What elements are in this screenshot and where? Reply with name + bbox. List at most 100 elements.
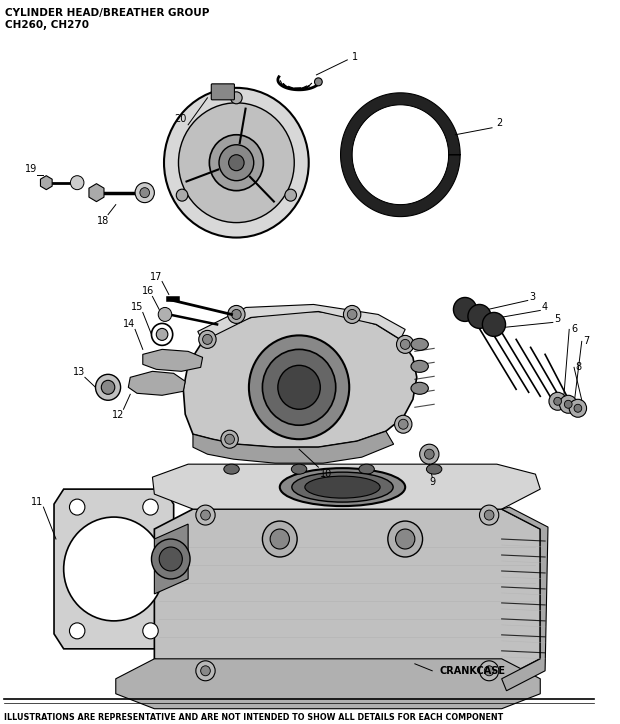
Circle shape bbox=[484, 510, 494, 520]
Polygon shape bbox=[154, 524, 188, 594]
Circle shape bbox=[396, 529, 415, 549]
Polygon shape bbox=[193, 432, 394, 463]
Text: 5: 5 bbox=[554, 314, 560, 324]
Circle shape bbox=[549, 392, 566, 411]
Circle shape bbox=[285, 189, 296, 201]
Circle shape bbox=[196, 661, 215, 681]
Text: 11: 11 bbox=[30, 497, 43, 507]
Circle shape bbox=[249, 335, 349, 439]
Circle shape bbox=[574, 404, 582, 412]
Ellipse shape bbox=[411, 338, 428, 350]
Text: CH260, CH270: CH260, CH270 bbox=[5, 20, 89, 30]
Circle shape bbox=[394, 416, 412, 433]
Polygon shape bbox=[89, 184, 104, 202]
Text: 4: 4 bbox=[542, 303, 548, 313]
Circle shape bbox=[64, 517, 164, 621]
Circle shape bbox=[201, 510, 210, 520]
Ellipse shape bbox=[427, 464, 442, 474]
Ellipse shape bbox=[292, 472, 393, 502]
Circle shape bbox=[158, 308, 172, 321]
Circle shape bbox=[176, 189, 188, 201]
Text: 7: 7 bbox=[583, 337, 590, 346]
Ellipse shape bbox=[280, 468, 405, 506]
Circle shape bbox=[401, 340, 410, 350]
Circle shape bbox=[262, 521, 297, 557]
Circle shape bbox=[140, 188, 149, 198]
Circle shape bbox=[219, 145, 254, 181]
Circle shape bbox=[560, 395, 577, 413]
Circle shape bbox=[569, 399, 587, 417]
Circle shape bbox=[554, 397, 562, 405]
Ellipse shape bbox=[411, 361, 428, 372]
Text: 14: 14 bbox=[123, 319, 135, 329]
Circle shape bbox=[353, 106, 448, 203]
Text: 19: 19 bbox=[25, 164, 37, 174]
Circle shape bbox=[228, 306, 245, 324]
Circle shape bbox=[143, 623, 158, 639]
Circle shape bbox=[210, 135, 264, 190]
Text: 9: 9 bbox=[429, 477, 435, 487]
Circle shape bbox=[270, 529, 290, 549]
Text: 17: 17 bbox=[150, 272, 162, 282]
Circle shape bbox=[482, 313, 505, 337]
Circle shape bbox=[156, 329, 168, 340]
Polygon shape bbox=[184, 311, 417, 447]
Polygon shape bbox=[198, 305, 405, 342]
Text: 1: 1 bbox=[352, 52, 358, 62]
Ellipse shape bbox=[224, 464, 239, 474]
Circle shape bbox=[231, 92, 242, 104]
Circle shape bbox=[159, 547, 182, 571]
Circle shape bbox=[164, 88, 309, 237]
Circle shape bbox=[388, 521, 423, 557]
Circle shape bbox=[203, 334, 212, 345]
Text: 16: 16 bbox=[141, 287, 154, 296]
Circle shape bbox=[484, 666, 494, 675]
Circle shape bbox=[225, 434, 234, 445]
Text: 3: 3 bbox=[529, 292, 536, 303]
Circle shape bbox=[262, 350, 336, 425]
Circle shape bbox=[201, 666, 210, 675]
Ellipse shape bbox=[291, 464, 307, 474]
Text: 12: 12 bbox=[112, 411, 124, 420]
Polygon shape bbox=[502, 507, 548, 691]
Text: 13: 13 bbox=[73, 367, 85, 377]
Polygon shape bbox=[340, 93, 460, 216]
Polygon shape bbox=[154, 509, 540, 679]
Circle shape bbox=[101, 380, 115, 395]
Text: 2: 2 bbox=[497, 118, 503, 127]
Circle shape bbox=[468, 305, 491, 329]
Text: CRANKCASE: CRANKCASE bbox=[440, 666, 506, 675]
Polygon shape bbox=[153, 464, 540, 509]
Polygon shape bbox=[116, 659, 540, 709]
Circle shape bbox=[314, 78, 322, 86]
Ellipse shape bbox=[411, 382, 428, 395]
Circle shape bbox=[69, 623, 85, 639]
Text: 8: 8 bbox=[576, 362, 582, 372]
Circle shape bbox=[196, 505, 215, 525]
Circle shape bbox=[399, 419, 408, 429]
Text: 15: 15 bbox=[131, 303, 143, 313]
Text: CYLINDER HEAD/BREATHER GROUP: CYLINDER HEAD/BREATHER GROUP bbox=[5, 8, 209, 18]
Text: ILLUSTRATIONS ARE REPRESENTATIVE AND ARE NOT INTENDED TO SHOW ALL DETAILS FOR EA: ILLUSTRATIONS ARE REPRESENTATIVE AND ARE… bbox=[4, 712, 503, 722]
Circle shape bbox=[143, 499, 158, 515]
Polygon shape bbox=[40, 176, 52, 190]
Text: 20: 20 bbox=[174, 114, 187, 124]
Ellipse shape bbox=[305, 476, 380, 498]
Circle shape bbox=[229, 155, 244, 171]
Circle shape bbox=[221, 430, 238, 448]
Text: 10: 10 bbox=[320, 469, 332, 479]
Text: 6: 6 bbox=[571, 324, 577, 334]
Circle shape bbox=[420, 445, 439, 464]
Circle shape bbox=[199, 330, 216, 348]
Circle shape bbox=[231, 309, 241, 319]
Circle shape bbox=[453, 298, 477, 321]
Circle shape bbox=[179, 103, 294, 222]
Circle shape bbox=[479, 505, 498, 525]
Circle shape bbox=[564, 400, 572, 408]
Circle shape bbox=[347, 309, 357, 319]
Circle shape bbox=[425, 449, 434, 459]
Ellipse shape bbox=[359, 464, 374, 474]
Circle shape bbox=[343, 306, 361, 324]
Circle shape bbox=[397, 335, 414, 353]
Text: 18: 18 bbox=[97, 216, 109, 226]
